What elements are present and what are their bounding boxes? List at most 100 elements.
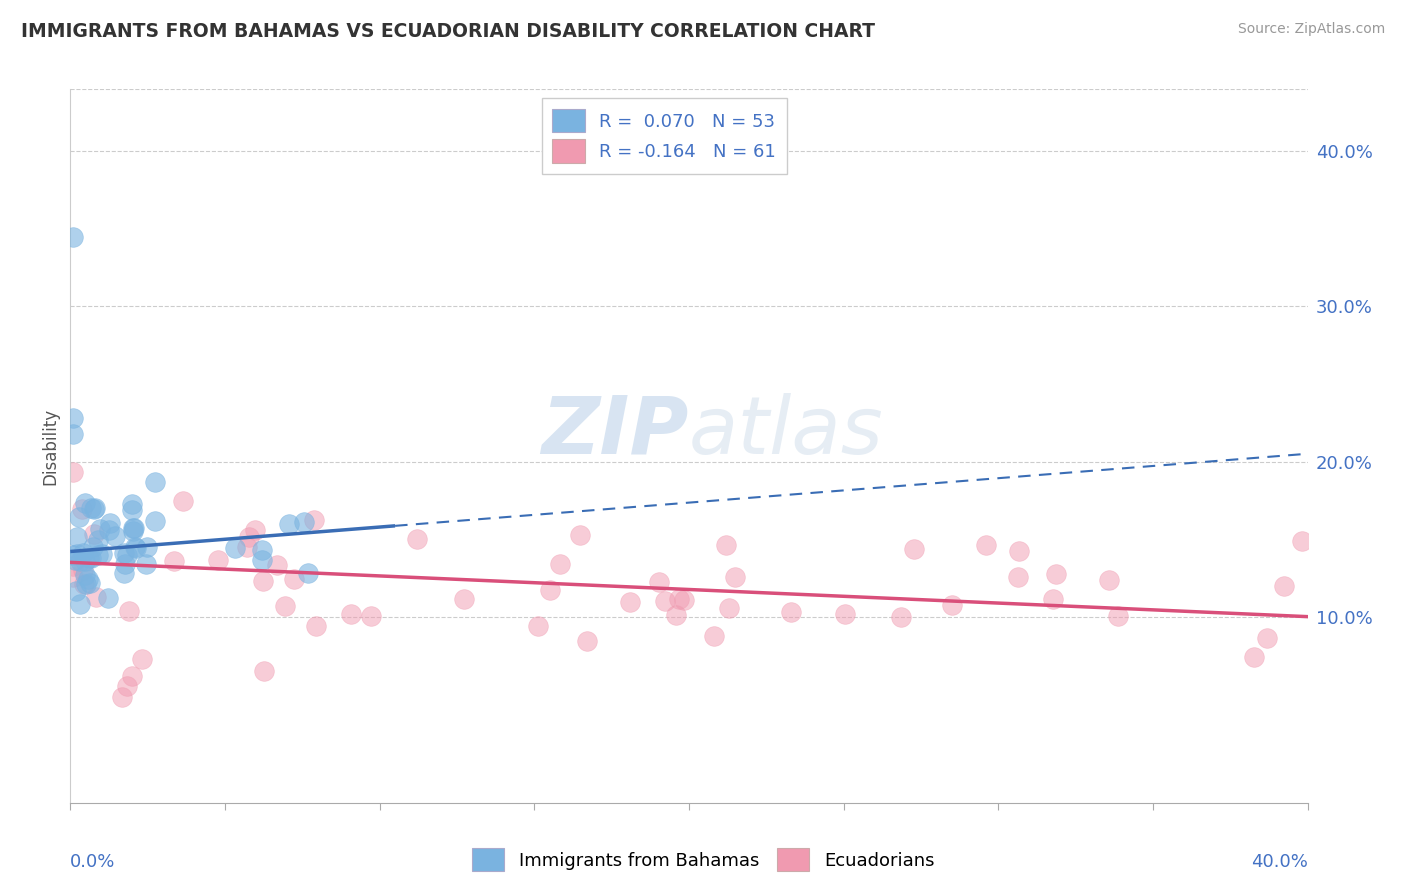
- Point: [654, 594, 676, 608]
- Point: [73, 496, 96, 510]
- Point: [224, 541, 246, 555]
- Point: [207, 552, 229, 566]
- Point: [62, 411, 84, 425]
- Point: [82, 540, 104, 554]
- Point: [941, 599, 963, 613]
- Point: [118, 604, 141, 618]
- Point: [98, 523, 121, 537]
- Point: [1007, 570, 1029, 584]
- Point: [121, 668, 143, 682]
- Point: [1256, 631, 1278, 645]
- Point: [66, 547, 89, 561]
- Point: [340, 607, 363, 621]
- Point: [890, 610, 912, 624]
- Point: [65, 584, 87, 599]
- Point: [84, 590, 107, 604]
- Point: [294, 515, 316, 529]
- Point: [125, 541, 148, 556]
- Point: [1291, 534, 1313, 549]
- Point: [70, 502, 93, 516]
- Point: [974, 538, 997, 552]
- Point: [62, 229, 84, 244]
- Point: [238, 531, 260, 545]
- Point: [1272, 579, 1295, 593]
- Point: [62, 569, 84, 583]
- Point: [834, 607, 856, 621]
- Point: [115, 549, 138, 563]
- Point: [266, 558, 288, 573]
- Point: [79, 575, 101, 590]
- Point: [1008, 543, 1031, 558]
- Point: [252, 574, 274, 588]
- Point: [1107, 609, 1129, 624]
- Point: [76, 573, 98, 587]
- Point: [67, 510, 90, 524]
- Point: [104, 529, 127, 543]
- Point: [80, 501, 103, 516]
- Point: [273, 599, 295, 614]
- Point: [69, 554, 91, 568]
- Point: [1097, 573, 1119, 587]
- Point: [62, 465, 84, 479]
- Point: [98, 516, 121, 531]
- Point: [665, 608, 688, 623]
- Point: [283, 572, 305, 586]
- Point: [360, 608, 382, 623]
- Point: [77, 551, 100, 566]
- Legend: Immigrants from Bahamas, Ecuadorians: Immigrants from Bahamas, Ecuadorians: [464, 841, 942, 879]
- Point: [143, 514, 166, 528]
- Text: atlas: atlas: [689, 392, 884, 471]
- Point: [143, 475, 166, 489]
- Point: [136, 540, 159, 554]
- Text: Source: ZipAtlas.com: Source: ZipAtlas.com: [1237, 22, 1385, 37]
- Point: [75, 576, 97, 591]
- Point: [87, 533, 110, 547]
- Point: [780, 605, 803, 619]
- Point: [1042, 591, 1064, 606]
- Point: [83, 527, 105, 541]
- Point: [250, 542, 273, 557]
- Point: [83, 502, 105, 516]
- Point: [538, 582, 561, 597]
- Point: [75, 568, 97, 582]
- Point: [63, 553, 86, 567]
- Point: [131, 652, 153, 666]
- Point: [305, 619, 328, 633]
- Point: [89, 522, 111, 536]
- Point: [903, 541, 925, 556]
- Point: [172, 494, 194, 508]
- Point: [62, 558, 84, 573]
- Point: [527, 618, 550, 632]
- Point: [1045, 566, 1067, 581]
- Point: [243, 523, 266, 537]
- Point: [163, 554, 186, 568]
- Point: [122, 520, 145, 534]
- Point: [278, 516, 301, 531]
- Point: [717, 600, 740, 615]
- Point: [121, 503, 143, 517]
- Point: [83, 500, 105, 515]
- Text: IMMIGRANTS FROM BAHAMAS VS ECUADORIAN DISABILITY CORRELATION CHART: IMMIGRANTS FROM BAHAMAS VS ECUADORIAN DI…: [21, 22, 875, 41]
- Point: [112, 566, 135, 580]
- Point: [724, 570, 747, 584]
- Point: [75, 554, 97, 568]
- Point: [550, 557, 572, 571]
- Point: [121, 497, 143, 511]
- Text: 0.0%: 0.0%: [70, 853, 115, 871]
- Point: [87, 548, 110, 562]
- Point: [453, 592, 475, 607]
- Point: [73, 577, 96, 591]
- Legend: R =  0.070   N = 53, R = -0.164   N = 61: R = 0.070 N = 53, R = -0.164 N = 61: [541, 98, 787, 174]
- Point: [124, 540, 146, 554]
- Point: [1243, 650, 1265, 665]
- Point: [716, 538, 738, 552]
- Point: [97, 591, 120, 606]
- Point: [703, 629, 725, 643]
- Point: [62, 548, 84, 562]
- Point: [114, 557, 136, 571]
- Point: [69, 597, 91, 611]
- Point: [568, 528, 591, 542]
- Point: [576, 633, 599, 648]
- Point: [122, 524, 145, 539]
- Point: [135, 558, 157, 572]
